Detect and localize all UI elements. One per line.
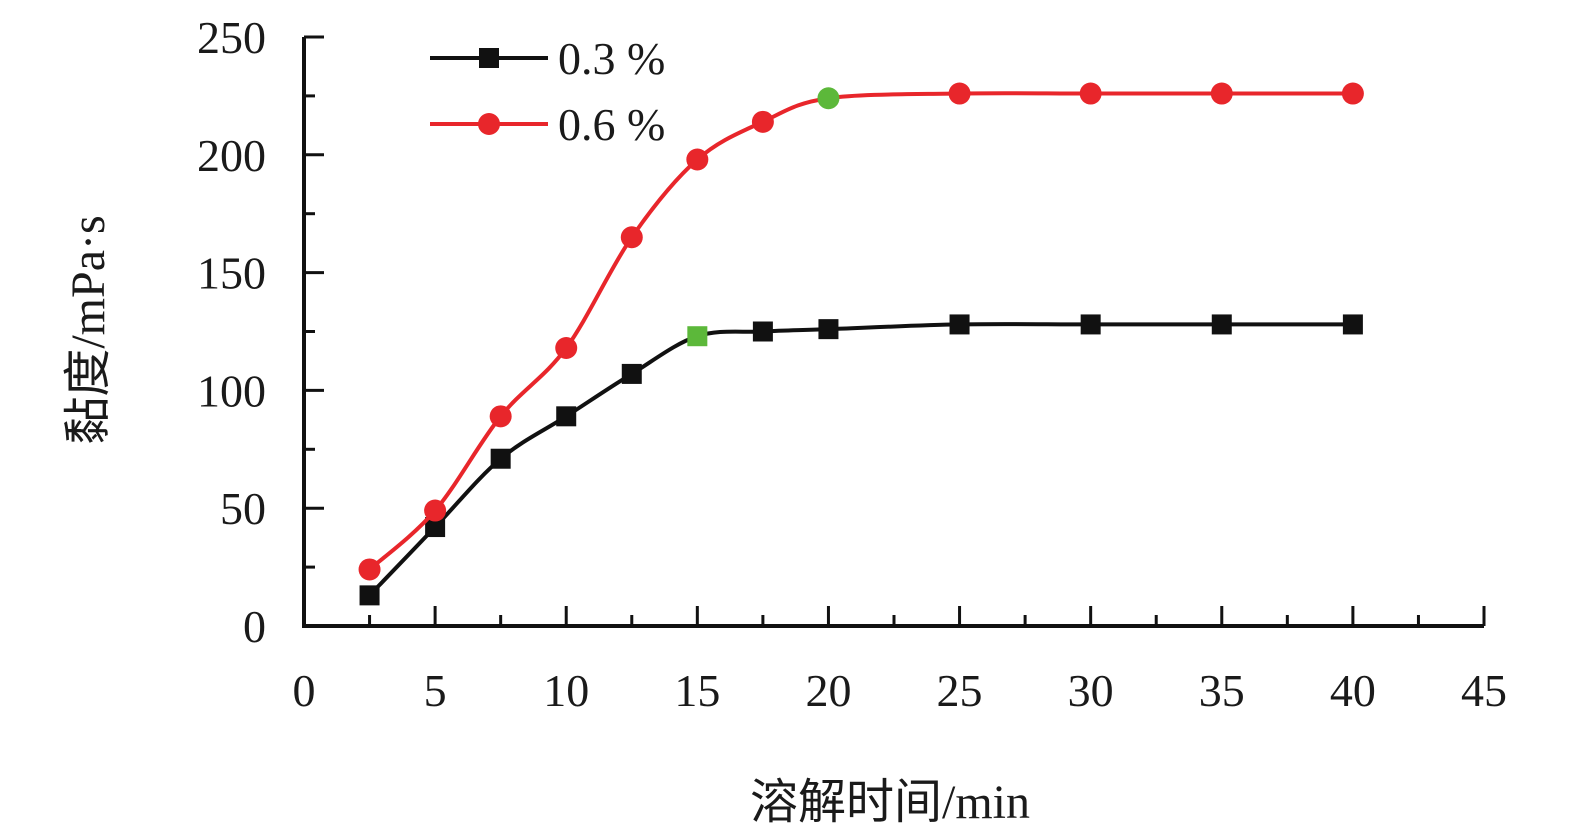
series-line: [368, 322, 1353, 597]
y-tick-label: 50: [220, 483, 266, 534]
y-tick-label: 150: [197, 248, 266, 299]
x-tick-label: 35: [1199, 665, 1245, 716]
data-point: [949, 314, 970, 335]
series-line: [368, 91, 1353, 571]
x-tick-label: 25: [937, 665, 983, 716]
data-point: [1079, 82, 1102, 105]
data-point: [818, 319, 839, 340]
x-axis-ticks: 0 5 10 15 20 25 30 35 40 45: [293, 606, 1507, 716]
x-tick-label: 20: [805, 665, 851, 716]
y-tick-label: 0: [243, 601, 266, 652]
data-point: [1342, 314, 1363, 335]
data-point: [490, 448, 511, 469]
x-tick-label: 30: [1068, 665, 1114, 716]
y-axis-title: 黏度/mPa·s: [62, 215, 115, 444]
legend-marker: [478, 113, 500, 135]
data-point: [948, 82, 971, 105]
x-tick-label: 15: [674, 665, 720, 716]
x-tick-label: 5: [424, 665, 447, 716]
legend-label: 0.6 %: [558, 99, 665, 150]
y-tick-label: 250: [197, 12, 266, 63]
data-point: [1211, 314, 1232, 335]
series-1: [359, 314, 1363, 606]
data-point: [1210, 82, 1233, 105]
x-tick-label: 40: [1330, 665, 1376, 716]
data-point: [621, 363, 642, 384]
x-tick-label: 0: [293, 665, 316, 716]
legend: 0.3 % 0.6 %: [430, 33, 665, 150]
data-point: [751, 110, 774, 133]
data-point: [1341, 82, 1364, 105]
legend-marker: [479, 48, 499, 68]
x-axis-title: 溶解时间/min: [750, 776, 1030, 829]
data-point: [424, 499, 447, 522]
x-tick-label: 45: [1461, 665, 1507, 716]
data-point: [359, 585, 380, 606]
series-2: [358, 82, 1364, 581]
data-point: [817, 87, 840, 110]
y-tick-label: 200: [197, 130, 266, 181]
data-point: [358, 558, 381, 581]
y-tick-label: 100: [197, 365, 266, 416]
data-point: [620, 226, 643, 249]
data-point: [686, 148, 709, 171]
x-tick-label: 10: [543, 665, 589, 716]
data-point: [1080, 314, 1101, 335]
legend-label: 0.3 %: [558, 33, 665, 84]
data-point: [555, 336, 578, 359]
data-point: [425, 517, 446, 538]
y-axis-ticks: 0 50 100 150 200 250: [197, 12, 324, 652]
data-point: [752, 321, 773, 342]
series-layer: [358, 82, 1364, 606]
data-point: [556, 406, 577, 427]
data-point: [489, 405, 512, 428]
data-point: [687, 326, 708, 347]
